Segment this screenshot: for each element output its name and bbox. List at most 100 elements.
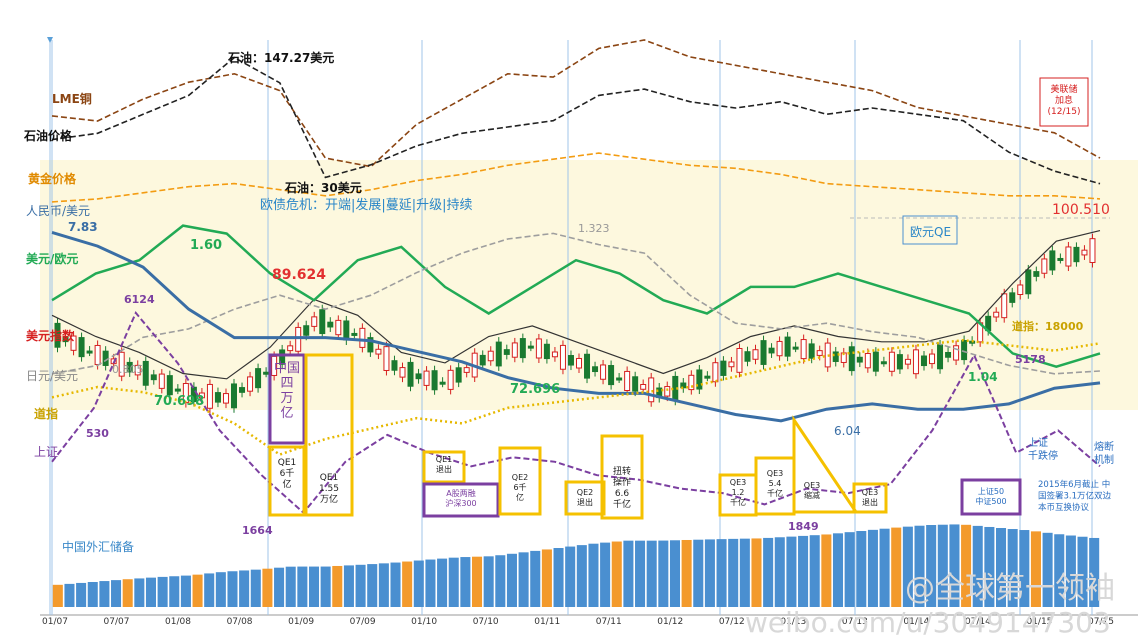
annotation-box <box>600 434 644 520</box>
candle-body <box>399 367 406 378</box>
annotation-text: 千跌停 <box>1028 449 1058 462</box>
annotation-text: QE3 <box>862 488 878 497</box>
fx-reserve-bar <box>635 540 646 607</box>
annotation-text: 亿 <box>516 492 524 502</box>
annotation-text: 四 <box>280 376 293 391</box>
candle-body <box>664 386 671 397</box>
candle-body <box>961 340 968 361</box>
fx-reserve-bar <box>1089 537 1100 607</box>
jpy-peak-label: 1.323 <box>578 222 610 235</box>
x-tick-label: 01/07 <box>42 617 68 627</box>
fx-reserve-bar <box>99 581 110 607</box>
candle-body <box>535 338 542 359</box>
fx-reserve-bar <box>378 563 389 607</box>
fx-reserve-bar <box>367 564 378 607</box>
candle-body <box>744 351 751 362</box>
candle-body <box>519 338 526 359</box>
x-tick-label: 01/14 <box>903 617 929 627</box>
annotation-text: A股两融 <box>446 488 475 498</box>
candle-body <box>102 350 109 366</box>
fx-reserve-bar <box>1019 530 1030 607</box>
annotation-text: QE2 <box>512 473 528 482</box>
annotation-text: 机制 <box>1094 453 1114 466</box>
candle-body <box>848 346 855 372</box>
annotation-text: 5.4 <box>769 479 782 488</box>
fx-reserve-bar <box>215 572 226 607</box>
annotation-box <box>304 353 354 517</box>
series-line <box>51 338 1101 456</box>
x-tick-label: 01/12 <box>657 617 683 627</box>
candle-body <box>279 349 286 365</box>
candle-body <box>712 362 719 383</box>
annotation-box <box>422 450 466 484</box>
candle-body <box>1073 246 1080 263</box>
fx-reserve-bar <box>332 565 343 607</box>
candle-body <box>696 369 703 390</box>
label-sse: 上证 <box>34 445 58 459</box>
x-tick-labels: 01/07 07/07 01/08 07/08 01/09 07/09 01/10 07/10… <box>42 617 1114 627</box>
candle-body <box>415 373 422 380</box>
fx-reserve-bar <box>681 539 692 607</box>
annotation-text: 亿 <box>280 406 293 421</box>
fx-reserve-bar <box>588 543 599 607</box>
candle-body <box>648 377 655 403</box>
candle-body <box>784 336 791 357</box>
candle-body <box>287 345 294 352</box>
fx-reserve-bar <box>413 560 424 607</box>
fx-reserve-bar <box>751 538 762 607</box>
fx-reserve-bar <box>996 528 1007 607</box>
annotation-text: 退出 <box>862 497 878 507</box>
annotation-text: 上证50 <box>978 487 1004 496</box>
candle-body <box>343 320 350 341</box>
annotation-text: 6千 <box>280 468 295 479</box>
candle-body <box>896 354 903 370</box>
series-line <box>51 152 1101 203</box>
fx-reserve-bar <box>716 539 727 607</box>
candle-body <box>624 370 631 392</box>
candle-body <box>158 373 165 389</box>
fx-reserve-bar <box>518 552 529 607</box>
x-tick-label: 07/09 <box>350 617 376 627</box>
candle-body <box>1057 257 1064 261</box>
euro-crisis-label: 欧债危机：开端|发展|蔓延|升级|持续 <box>260 197 473 213</box>
annotation-box <box>422 482 500 518</box>
candle-body <box>993 311 1000 318</box>
candle-body <box>880 361 887 365</box>
candle-body <box>728 361 735 368</box>
fx-reserve-bar <box>145 577 156 607</box>
annotation-text: QE1 <box>320 473 339 483</box>
candle-body <box>1089 238 1096 263</box>
annotation-text: 6千 <box>513 482 526 492</box>
candle-body <box>455 367 462 383</box>
x-tick-label: 01/10 <box>411 617 437 627</box>
eur-low-label: 1.04 <box>968 370 998 384</box>
fx-reserve-bar <box>914 525 925 607</box>
dxy-candles <box>54 233 1096 414</box>
candle-body <box>808 343 815 359</box>
fx-reserve-bar <box>297 566 308 607</box>
fx-reserve-bar <box>530 550 541 607</box>
candle-body <box>134 364 141 376</box>
candle-body <box>768 347 775 354</box>
fx-reserve-bar <box>343 565 354 607</box>
candle-body <box>1001 293 1008 319</box>
annotation-box <box>268 353 306 445</box>
fx-reserve-bar <box>227 571 238 607</box>
fx-reserve-bar <box>87 582 98 607</box>
candle-body <box>383 346 390 371</box>
x-tick-label: 01/09 <box>288 617 314 627</box>
fx-reserve-bar <box>600 542 611 607</box>
fx-reserve-bar <box>1030 531 1041 607</box>
candle-body <box>319 309 326 335</box>
candle-body <box>231 383 238 409</box>
annotation-text: 国签署3.1万亿双边 <box>1038 491 1112 502</box>
candle-body <box>632 376 639 392</box>
fx-reserve-bar <box>180 575 191 607</box>
fx-reserve-bar <box>239 570 250 607</box>
candle-body <box>222 393 229 404</box>
fx-reserve-bar <box>437 558 448 607</box>
fx-reserve-bar <box>250 569 261 607</box>
candle-body <box>198 392 205 399</box>
